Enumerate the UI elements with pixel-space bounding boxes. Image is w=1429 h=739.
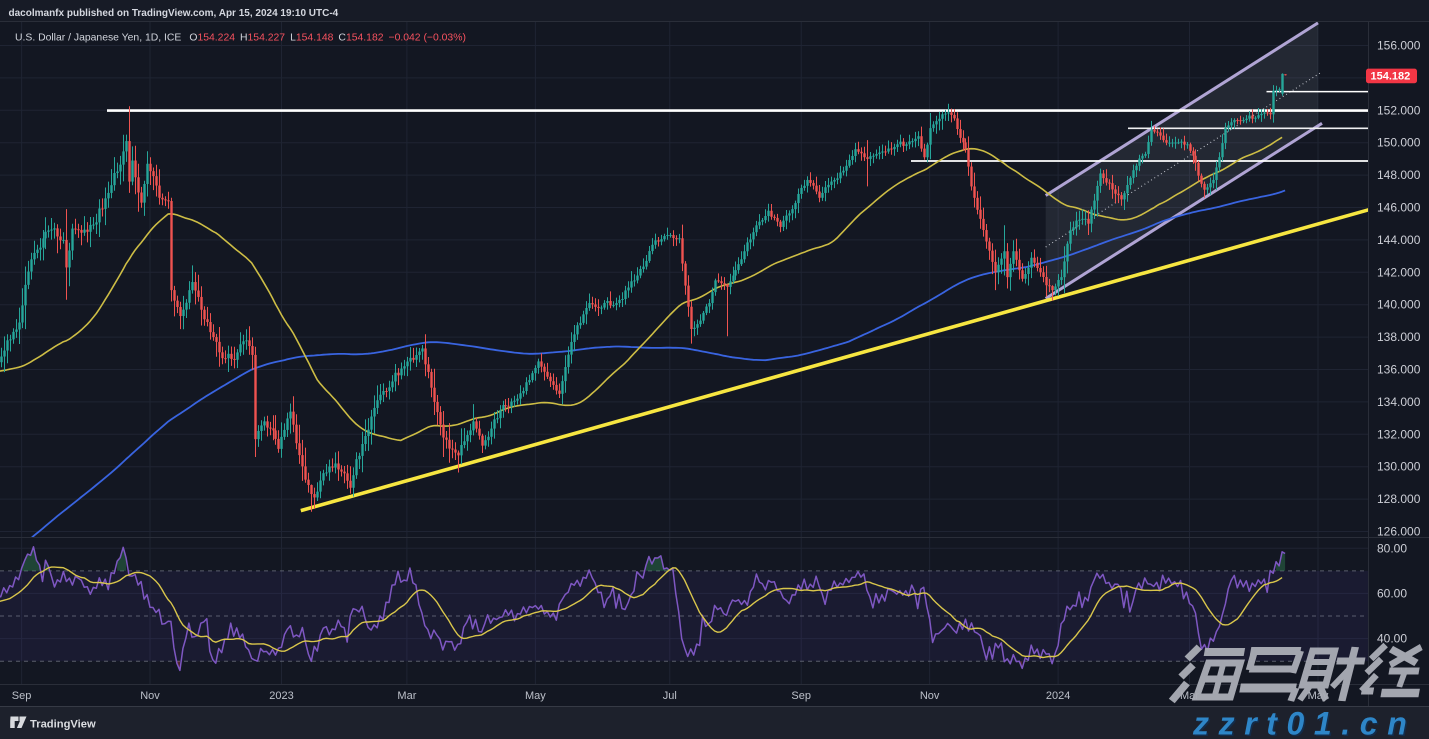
svg-text:U.S. Dollar / Japanese Yen, 1D: U.S. Dollar / Japanese Yen, 1D, ICE O154.… bbox=[15, 33, 466, 44]
svg-text:138.000: 138.000 bbox=[1377, 330, 1421, 344]
svg-text:TradingView: TradingView bbox=[30, 719, 96, 731]
svg-text:zzrt01.cn: zzrt01.cn bbox=[1192, 706, 1416, 739]
svg-text:Jul: Jul bbox=[663, 690, 677, 702]
svg-text:130.000: 130.000 bbox=[1377, 460, 1421, 474]
svg-text:154.182: 154.182 bbox=[1371, 70, 1411, 82]
svg-text:Nov: Nov bbox=[140, 690, 160, 702]
svg-text:134.000: 134.000 bbox=[1377, 395, 1421, 409]
svg-text:2023: 2023 bbox=[269, 690, 293, 702]
svg-text:40.00: 40.00 bbox=[1377, 632, 1407, 646]
svg-text:Sep: Sep bbox=[12, 690, 32, 702]
svg-text:60.00: 60.00 bbox=[1377, 586, 1407, 600]
svg-text:dacolmanfx published on Tradin: dacolmanfx published on TradingView.com,… bbox=[9, 8, 339, 19]
svg-text:128.000: 128.000 bbox=[1377, 492, 1421, 506]
svg-text:Sep: Sep bbox=[791, 690, 811, 702]
svg-text:Nov: Nov bbox=[920, 690, 940, 702]
svg-text:80.00: 80.00 bbox=[1377, 541, 1407, 555]
svg-text:150.000: 150.000 bbox=[1377, 136, 1421, 150]
svg-text:zzrt01.cn: zzrt01.cn bbox=[1194, 707, 1418, 739]
svg-text:152.000: 152.000 bbox=[1377, 103, 1421, 117]
svg-text:142.000: 142.000 bbox=[1377, 265, 1421, 279]
svg-text:146.000: 146.000 bbox=[1377, 201, 1421, 215]
svg-text:126.000: 126.000 bbox=[1377, 525, 1421, 539]
svg-text:2024: 2024 bbox=[1046, 690, 1070, 702]
svg-text:148.000: 148.000 bbox=[1377, 168, 1421, 182]
svg-text:140.000: 140.000 bbox=[1377, 298, 1421, 312]
svg-text:156.000: 156.000 bbox=[1377, 39, 1421, 53]
svg-text:May: May bbox=[525, 690, 546, 702]
svg-text:Mar: Mar bbox=[397, 690, 416, 702]
svg-text:132.000: 132.000 bbox=[1377, 427, 1421, 441]
svg-text:144.000: 144.000 bbox=[1377, 233, 1421, 247]
svg-text:136.000: 136.000 bbox=[1377, 363, 1421, 377]
